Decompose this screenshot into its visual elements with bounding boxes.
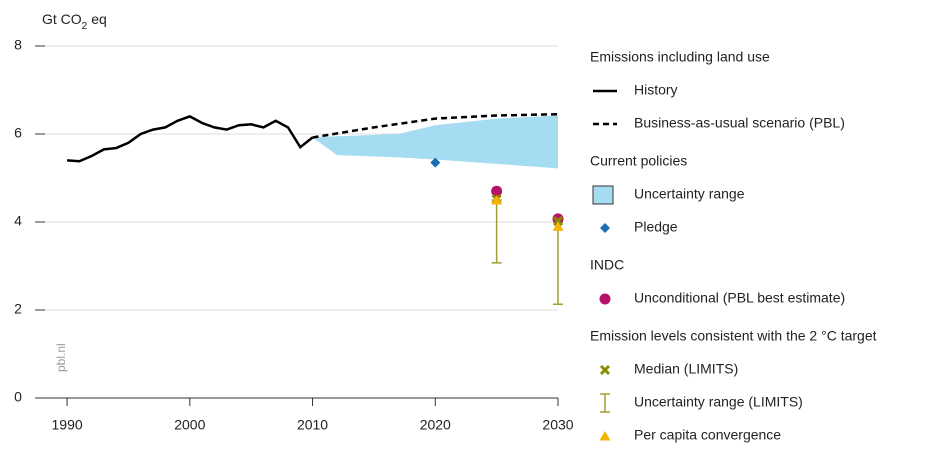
legend-label: Uncertainty range (LIMITS): [634, 394, 803, 410]
legend-label: History: [634, 82, 678, 98]
legend-label: Business-as-usual scenario (PBL): [634, 115, 845, 131]
point: [552, 221, 564, 231]
uncertainty-band: [312, 115, 558, 169]
legend-label: Median (LIMITS): [634, 361, 738, 377]
x-tick-label: 2000: [174, 417, 205, 433]
legend-label: Unconditional (PBL best estimate): [634, 290, 845, 306]
x-tick-label: 2010: [297, 417, 328, 433]
x-tick-label: 1990: [52, 417, 83, 433]
legend-label: Per capita convergence: [634, 427, 781, 443]
y-tick-label: 6: [14, 125, 22, 141]
y-tick-label: 4: [14, 213, 22, 229]
y-tick-label: 0: [14, 389, 22, 405]
y-tick-label: 2: [14, 301, 22, 317]
point: [491, 185, 503, 197]
legend-group-title: Current policies: [590, 153, 687, 169]
error-bar: [553, 221, 563, 306]
x-tick-label: 2020: [420, 417, 451, 433]
watermark: pbl.nl: [54, 343, 68, 372]
point: [552, 213, 564, 225]
legend-group-title: INDC: [590, 257, 624, 273]
y-label-main: Gt CO: [42, 11, 82, 27]
legend-symbol: [600, 393, 610, 413]
legend-label: Uncertainty range: [634, 186, 745, 202]
legend-label: Pledge: [634, 219, 678, 235]
error-bar: [491, 199, 502, 264]
point: [491, 195, 503, 205]
legend-symbol: [599, 364, 611, 376]
legend-symbol: [599, 431, 611, 441]
legend-group-title: Emission levels consistent with the 2 °C…: [590, 328, 877, 344]
y-label-unit: eq: [91, 11, 107, 27]
legend-symbol: [600, 223, 610, 233]
history-line: [67, 115, 314, 163]
legend-symbol: [599, 293, 611, 305]
point: [552, 216, 564, 227]
y-axis-label: Gt CO2 eq: [42, 11, 107, 32]
x-tick-label: 2030: [542, 417, 573, 433]
y-label-sub: 2: [82, 21, 88, 32]
point: [430, 157, 441, 168]
y-tick-label: 8: [14, 37, 22, 53]
legend-group-title: Emissions including land use: [590, 49, 770, 65]
legend-symbol: [592, 185, 614, 205]
bau-line: [312, 112, 559, 139]
